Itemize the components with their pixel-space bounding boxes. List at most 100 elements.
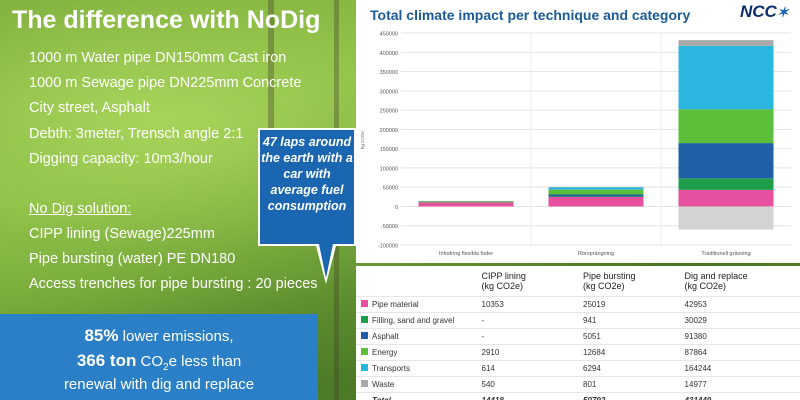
legend-swatch [361,363,368,371]
table-cell-swatch [356,296,370,313]
chart-panel: Total climate impact per technique and c… [356,0,800,263]
nodig-bursting: Pipe bursting (water) PE DN180 [29,251,236,267]
table-cell-swatch [356,312,370,329]
y-tick-label: 0 [395,205,398,211]
bar-segment [548,194,644,197]
table-cell-cipp: 2910 [479,344,582,361]
bar-segment [678,40,774,46]
table-cell-burst: 6294 [581,360,683,377]
y-tick-label: 100000 [380,166,398,172]
emissions-table: CIPP lining (kg CO2e) Pipe bursting (kg … [356,266,800,400]
legend-swatch [361,347,368,355]
result-ton: 366 ton [76,351,137,370]
legend-swatch [361,379,368,387]
bar-segment [418,201,514,203]
table-cell-category: Asphalt [370,328,480,345]
result-co2-sub: 2 [163,362,169,373]
y-tick-label: 250000 [380,109,398,115]
result-box: 85% lower emissions, 366 ton CO2e less t… [0,314,318,400]
callout-tail [319,244,333,278]
legend-swatch [361,315,368,323]
table-cell-cipp: 10353 [479,296,582,313]
table-cell-category: Filling, sand and gravel [370,312,480,329]
bar-segment [548,189,644,195]
bar-segment [418,202,514,207]
table-header-row: CIPP lining (kg CO2e) Pipe bursting (kg … [356,266,800,297]
table-row: Transports 614 6294 164244 [356,360,800,377]
slide-title: The difference with NoDig [12,6,321,34]
y-tick-label: 200000 [380,128,398,134]
table-cell-cipp: 540 [479,376,582,393]
bar-segment [678,178,774,190]
table-cell-category: Waste [370,376,480,393]
table-total-row: Total1441850792431449 [356,392,800,400]
table-cell-swatch [356,376,370,393]
ncc-star-icon: ✶ [776,4,789,20]
chart-title: Total climate impact per technique and c… [370,7,691,23]
callout-text: 47 laps around the earth with a car with… [261,135,353,213]
result-percent: 85% [84,326,119,345]
bar-segment [548,186,644,188]
tree-trunk-left [268,0,274,130]
table-cell-dig: 164244 [682,360,800,377]
table-cell-category: Transports [370,360,480,377]
y-tick-label: 400000 [380,51,398,57]
info-water-pipe: 1000 m Water pipe DN150mm Cast iron [29,50,287,66]
ncc-logo: NCC✶ [740,2,796,24]
stacked-bar-chart: -100000 -50000 0 50000 100000 150000 200000 250… [360,32,791,257]
table-cell-swatch [356,328,370,345]
table-cell-swatch [356,344,370,361]
result-co2: CO [140,353,164,370]
table-cell-cipp: - [479,328,582,345]
table-total-cipp: 14418 [480,392,582,400]
x-tick-label: Infodring flexibla foder [439,251,493,257]
x-tick-label: Rörsprängning [578,251,614,257]
y-tick-label: 300000 [380,89,398,95]
result-co2-tail: e less than [168,353,242,370]
table-row: Energy 2910 12684 87864 [356,344,800,361]
info-digging-capacity: Digging capacity: 10m3/hour [29,151,213,167]
nodig-heading: No Dig solution: [29,201,132,217]
bar-segment [548,196,644,197]
callout-box: 47 laps around the earth with a car with… [258,128,356,246]
y-tick-label: 50000 [383,186,398,192]
result-percent-text: lower emissions, [122,328,234,345]
table-cell-dig: 87864 [682,344,800,361]
table-cell-dig: 30029 [682,312,800,329]
table-cell-cipp: 614 [479,360,582,377]
table-header-category [370,266,480,297]
y-tick-label: 450000 [380,32,398,38]
bar-segment [678,143,774,179]
legend-swatch [361,299,368,307]
table-row: Waste 540 801 14977 [356,376,800,393]
bar-segment [548,196,644,207]
table-cell-dig: 14977 [682,376,800,393]
table-total-swatch [356,392,370,400]
table-cell-burst: 5051 [581,328,683,345]
table-total-label: Total [370,392,480,400]
info-city-street: City street, Asphalt [29,100,150,116]
table-cell-burst: 12684 [581,344,683,361]
nodig-cipp: CIPP lining (Sewage)225mm [29,226,215,242]
table-cell-burst: 25019 [581,296,683,313]
ncc-logo-text: NCC [740,2,777,21]
table-cell-burst: 941 [581,312,683,329]
nodig-access-trenches: Access trenches for pipe bursting : 20 p… [29,276,318,292]
table-row: Filling, sand and gravel -941 30029 [356,312,800,329]
y-tick-label: 350000 [380,70,398,76]
table-header-cipp: CIPP lining (kg CO2e) [479,266,582,297]
table-cell-category: Energy [370,344,480,361]
bar-segment-negative [678,206,774,230]
table-total-dig: 431449 [683,392,800,400]
y-axis-label: kg CO2e [360,131,365,149]
bar-segment [548,187,644,190]
table-row: Pipe material 10353 25019 42953 [356,296,800,313]
bar-segment [418,200,514,202]
result-line-3: renewal with dig and replace [63,376,255,393]
result-line-2: 366 ton CO2e less than [0,351,318,373]
emissions-table-panel: CIPP lining (kg CO2e) Pipe bursting (kg … [356,266,800,400]
table-total-burst: 50792 [581,392,683,400]
info-sewage-pipe: 1000 m Sewage pipe DN225mm Concrete [29,75,302,91]
table-header-burst: Pipe bursting (kg CO2e) [581,266,683,297]
table-header-swatch [356,266,370,297]
